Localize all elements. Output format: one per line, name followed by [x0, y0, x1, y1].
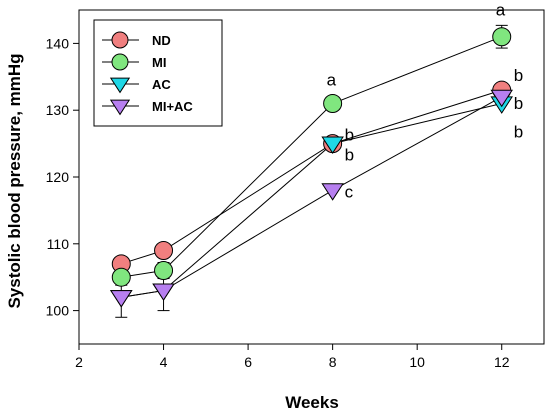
x-axis: 2 4 6 8 10 12	[75, 344, 510, 370]
legend-marker-ac	[109, 77, 131, 94]
y-tick-label: 130	[46, 102, 70, 118]
x-axis-title: Weeks	[285, 393, 339, 412]
legend-label-mi: MI	[152, 55, 166, 70]
significance-label: b	[514, 94, 523, 113]
data-point-mi-ac	[490, 89, 513, 108]
x-tick-label: 6	[244, 354, 252, 370]
significance-label: a	[327, 71, 337, 90]
data-point-mi-ac	[321, 183, 344, 201]
data-point-ac	[321, 136, 344, 154]
data-point-mi	[492, 27, 512, 47]
y-axis-title: Systolic blood pressure, mmHg	[5, 53, 24, 308]
significance-label: b	[345, 146, 354, 165]
series-line-mi	[121, 36, 502, 278]
y-tick-label: 140	[46, 35, 70, 51]
significance-label: b	[345, 126, 354, 145]
data-point-mi	[323, 94, 343, 114]
significance-label: a	[496, 1, 506, 20]
x-tick-label: 10	[409, 354, 425, 370]
series-line-ac	[121, 103, 502, 298]
y-tick-label: 120	[46, 169, 70, 185]
x-tick-label: 12	[494, 354, 510, 370]
data-point-mi	[154, 261, 174, 281]
legend-marker-mi-ac	[109, 99, 131, 116]
legend-label-mi-ac: MI+AC	[152, 99, 193, 114]
significance-label: b	[514, 66, 523, 85]
series-line-nd	[121, 89, 502, 265]
series-markers	[110, 27, 513, 308]
significance-label: c	[345, 182, 354, 201]
legend-label-nd: ND	[152, 33, 171, 48]
series-line-mi-ac	[121, 96, 502, 298]
legend: ND MI AC MI+AC	[93, 19, 223, 127]
data-point-nd	[154, 240, 174, 260]
data-point-mi-ac	[110, 290, 133, 308]
series-layer	[110, 24, 513, 318]
data-point-mi-ac	[152, 283, 175, 301]
data-point-mi	[111, 267, 131, 287]
significance-label: b	[514, 123, 523, 142]
x-tick-label: 8	[329, 354, 337, 370]
x-tick-label: 4	[160, 354, 168, 370]
legend-marker-mi	[111, 53, 129, 71]
y-axis: 100 110 120 130 140	[46, 35, 79, 319]
y-tick-label: 100	[46, 303, 70, 319]
legend-label-ac: AC	[152, 77, 171, 92]
series-lines	[121, 36, 502, 298]
x-tick-label: 2	[75, 354, 83, 370]
y-tick-label: 110	[47, 236, 70, 252]
legend-marker-nd	[111, 31, 129, 49]
